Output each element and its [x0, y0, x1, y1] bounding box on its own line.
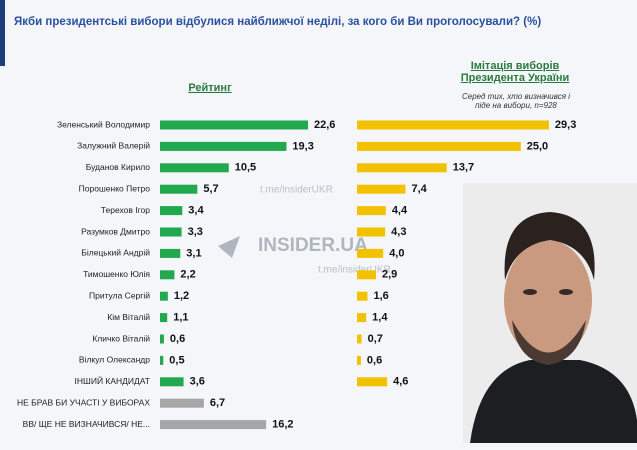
value-label: 0,7 — [368, 333, 383, 345]
category-label: Терехов Ігор — [101, 205, 150, 215]
bar — [160, 163, 229, 173]
bar — [160, 206, 183, 216]
value-label: 0,5 — [169, 354, 184, 366]
bar — [357, 377, 388, 387]
category-label: Тимошенко Юлія — [83, 269, 150, 279]
bar — [160, 313, 168, 323]
value-label: 1,1 — [173, 312, 188, 324]
value-label: 0,6 — [367, 354, 382, 366]
bar — [160, 141, 287, 151]
bar — [160, 120, 309, 130]
bar — [357, 270, 376, 280]
value-label: 6,7 — [210, 397, 225, 409]
bar — [357, 184, 406, 194]
series-subtitle: Серед тих, хто визначився і піде на вибо… — [461, 92, 570, 110]
value-label: 1,6 — [373, 290, 388, 302]
category-label: Буданов Кирило — [86, 162, 151, 172]
category-label: Кличко Віталій — [92, 333, 150, 343]
bar — [160, 248, 181, 258]
bar — [160, 420, 267, 430]
value-label: 22,6 — [314, 119, 335, 131]
category-label: Зеленський Володимир — [57, 119, 150, 129]
value-label: 1,4 — [372, 312, 388, 324]
value-label: 2,2 — [180, 269, 195, 281]
bar — [160, 355, 164, 365]
value-label: 3,6 — [190, 376, 205, 388]
bar — [160, 377, 184, 387]
bar — [160, 291, 168, 301]
bar — [357, 227, 386, 237]
category-label: Кім Віталій — [107, 312, 150, 322]
value-label: 19,3 — [292, 140, 313, 152]
category-label: НЕ БРАВ БИ УЧАСТІ У ВИБОРАХ — [17, 397, 150, 407]
bar — [357, 355, 361, 365]
bar — [357, 313, 367, 323]
bar — [160, 227, 182, 237]
value-label: 4,4 — [392, 205, 408, 217]
bar — [357, 206, 386, 216]
bar — [160, 184, 198, 194]
category-label: Притула Сергій — [89, 290, 150, 300]
value-label: 3,4 — [188, 205, 204, 217]
value-label: 3,1 — [186, 247, 201, 259]
value-label: 4,3 — [391, 226, 406, 238]
value-label: 3,3 — [188, 226, 203, 238]
category-label: ІНШИЙ КАНДИДАТ — [75, 375, 150, 386]
series-header: Рейтинг — [188, 82, 232, 94]
left-strip — [0, 0, 5, 66]
bar — [160, 398, 204, 408]
category-label: Разумков Дмитро — [81, 226, 150, 236]
watermark-icon — [218, 236, 240, 258]
value-label: 16,2 — [272, 419, 293, 431]
photo — [463, 183, 637, 443]
value-label: 1,2 — [174, 290, 189, 302]
category-label: Залужний Валерій — [77, 141, 150, 151]
bar — [357, 163, 447, 173]
watermark: t.me/insiderUKR — [318, 265, 391, 276]
bar — [357, 334, 362, 344]
bar — [357, 120, 549, 130]
chart-title: Якби президентські вибори відбулися найб… — [14, 16, 541, 28]
value-label: 7,4 — [411, 183, 427, 195]
category-label: Білецький Андрій — [81, 248, 150, 258]
watermark: INSIDER.UA — [258, 235, 368, 256]
value-label: 4,6 — [393, 376, 408, 388]
value-label: 13,7 — [453, 162, 474, 174]
category-label: Вілкул Олександр — [79, 355, 150, 365]
value-label: 5,7 — [203, 183, 218, 195]
value-label: 29,3 — [555, 119, 576, 131]
bar — [357, 248, 384, 258]
watermark: t.me/insiderUKR — [260, 185, 333, 196]
bar — [357, 291, 368, 301]
value-label: 4,0 — [389, 247, 404, 259]
series-header: Імітація виборів Президента України — [460, 60, 570, 84]
category-label: Порошенко Петро — [79, 183, 151, 193]
value-label: 10,5 — [235, 162, 256, 174]
value-label: 25,0 — [527, 140, 548, 152]
bar — [160, 334, 164, 344]
bar — [357, 141, 521, 151]
value-label: 2,9 — [382, 269, 397, 281]
category-label: ВВ/ ЩЕ НЕ ВИЗНАЧИВСЯ/ НЕ... — [23, 419, 150, 429]
bar — [160, 270, 175, 280]
value-label: 0,6 — [170, 333, 185, 345]
